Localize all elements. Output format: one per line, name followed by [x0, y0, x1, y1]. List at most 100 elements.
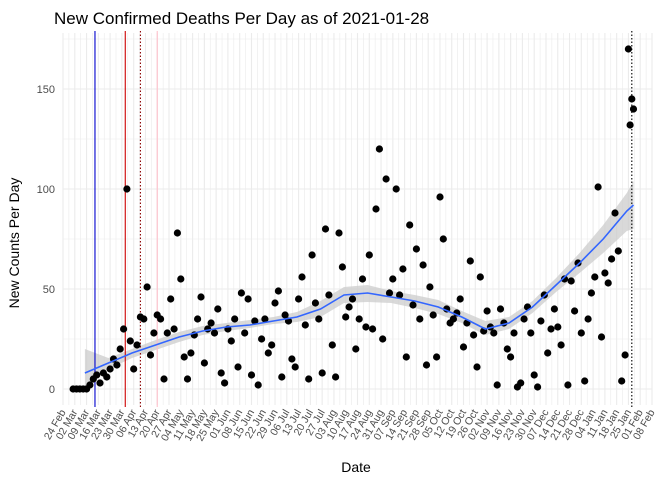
data-point	[348, 295, 357, 303]
data-point	[496, 305, 505, 313]
data-point	[177, 275, 185, 283]
data-point	[624, 45, 633, 53]
data-point	[476, 273, 484, 281]
data-point	[315, 315, 323, 323]
data-point	[557, 341, 565, 349]
data-point	[194, 315, 202, 323]
data-point	[520, 315, 528, 323]
data-point	[416, 315, 424, 323]
smooth-line-layer	[84, 204, 635, 374]
data-point	[163, 329, 171, 337]
data-point	[459, 343, 468, 351]
data-point	[614, 247, 622, 255]
data-point	[325, 291, 333, 299]
data-point	[547, 325, 555, 333]
data-point	[214, 305, 222, 313]
data-point	[379, 335, 387, 343]
data-point	[406, 221, 414, 229]
data-point	[419, 261, 427, 269]
data-point	[537, 317, 545, 325]
data-point	[133, 341, 141, 349]
data-point	[362, 323, 370, 331]
data-point	[577, 329, 585, 337]
grid-layer	[62, 33, 653, 405]
data-point	[436, 193, 444, 201]
data-point	[587, 289, 596, 297]
data-point	[581, 377, 589, 385]
data-point	[466, 257, 474, 265]
data-point	[106, 365, 114, 373]
data-point	[244, 295, 252, 303]
data-point	[608, 255, 616, 263]
data-point	[396, 291, 404, 299]
smooth-trend-line	[84, 204, 635, 374]
data-point	[251, 317, 259, 325]
data-point	[308, 251, 316, 259]
data-point	[150, 329, 158, 337]
data-point	[140, 315, 148, 323]
data-point	[594, 183, 602, 191]
data-point	[301, 321, 309, 329]
data-point	[412, 245, 420, 253]
data-point	[389, 275, 397, 283]
data-point	[527, 329, 535, 337]
data-point	[601, 269, 609, 277]
data-point	[470, 331, 478, 339]
data-point	[503, 345, 511, 353]
data-point	[271, 299, 279, 307]
data-point	[591, 273, 599, 281]
data-point	[207, 319, 215, 327]
data-point	[321, 225, 330, 233]
data-point	[439, 235, 447, 243]
data-point	[291, 363, 299, 371]
data-point	[103, 373, 111, 381]
points-layer	[69, 45, 638, 393]
data-point	[567, 277, 575, 285]
data-point	[574, 259, 582, 267]
data-point	[571, 307, 579, 315]
data-point	[584, 315, 592, 323]
data-point	[493, 381, 501, 389]
data-point	[597, 333, 606, 341]
data-point	[604, 279, 612, 287]
data-point	[426, 283, 434, 291]
data-point	[402, 353, 410, 361]
data-point	[517, 379, 525, 387]
y-ticks-layer: 0 50 100 150	[37, 84, 55, 396]
data-point	[268, 341, 276, 349]
data-point	[143, 283, 151, 291]
data-point	[157, 315, 165, 323]
data-point	[382, 175, 390, 183]
data-point	[234, 363, 242, 371]
data-point	[187, 349, 195, 357]
y-tick-label: 50	[43, 284, 55, 296]
data-point	[352, 345, 360, 353]
data-point	[180, 353, 188, 361]
data-point	[611, 209, 619, 217]
data-point	[621, 351, 629, 359]
data-point	[288, 355, 296, 363]
data-point	[120, 325, 128, 333]
data-point	[372, 205, 380, 213]
data-point	[629, 105, 638, 113]
data-point	[146, 351, 155, 359]
data-point	[335, 229, 343, 237]
data-point	[628, 95, 636, 103]
data-point	[113, 361, 121, 369]
data-point	[422, 361, 431, 369]
y-tick-label: 100	[37, 184, 55, 196]
data-point	[365, 251, 373, 259]
data-point	[618, 377, 626, 385]
data-point	[358, 275, 367, 283]
data-point	[564, 381, 572, 389]
data-point	[200, 359, 208, 367]
data-point	[332, 373, 340, 381]
y-axis-title: New Counts Per Day	[6, 178, 22, 309]
data-point	[507, 353, 515, 361]
data-point	[355, 315, 363, 323]
data-point	[241, 329, 249, 337]
data-point	[328, 341, 336, 349]
data-point	[449, 315, 457, 323]
data-point	[534, 383, 542, 391]
